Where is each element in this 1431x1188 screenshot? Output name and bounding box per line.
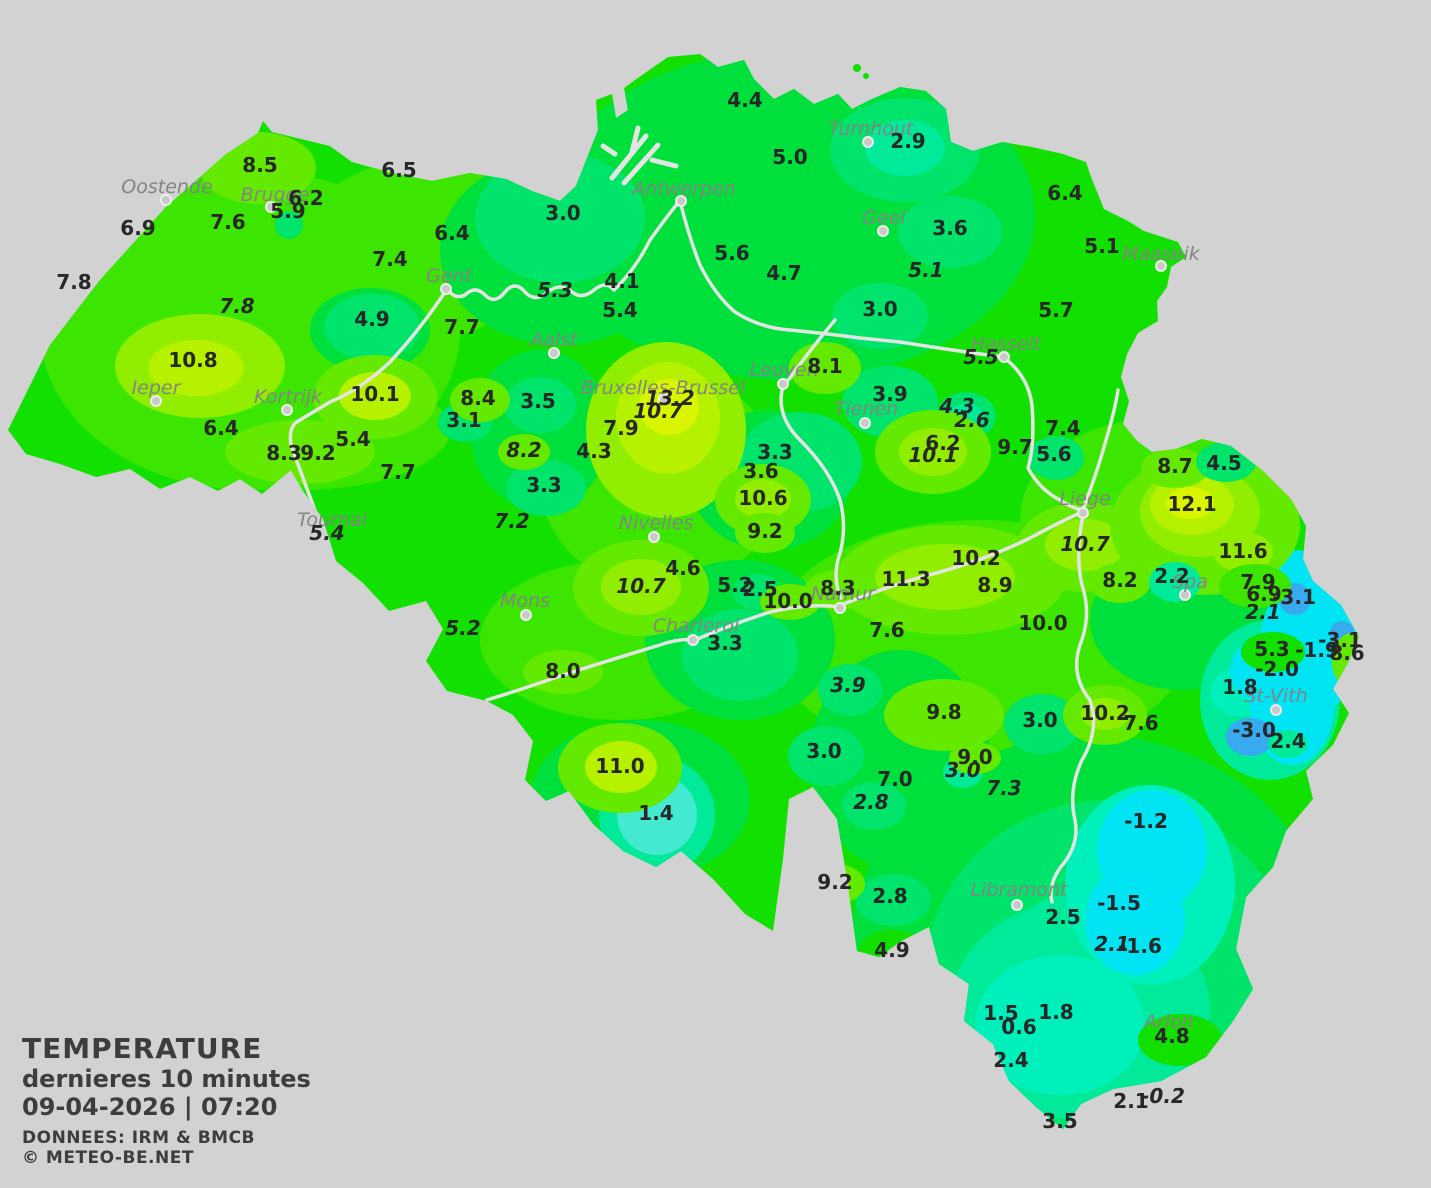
map-data-source: DONNEES: IRM & BMCB <box>22 1127 256 1148</box>
river-lines <box>288 201 1120 904</box>
river-ourthe <box>1049 513 1096 904</box>
enclave-dot <box>863 73 869 79</box>
map-title: TEMPERATURE <box>22 1032 263 1065</box>
river-meuse <box>839 388 1120 607</box>
map-legend-block: TEMPERATURE dernieres 10 minutes 09-04-2… <box>22 1032 311 1168</box>
map-datetime: 09-04-2026 | 07:20 <box>22 1093 278 1122</box>
river-sambre <box>485 604 842 702</box>
port-canals <box>600 125 679 186</box>
map-subtitle: dernieres 10 minutes <box>22 1065 311 1094</box>
river-rupel-albertkanaal <box>679 203 1084 512</box>
map-copyright: © METEO-BE.NET <box>22 1147 194 1168</box>
river-schelde <box>288 201 680 590</box>
enclave-dot <box>853 64 861 72</box>
river-dyle <box>779 318 846 600</box>
